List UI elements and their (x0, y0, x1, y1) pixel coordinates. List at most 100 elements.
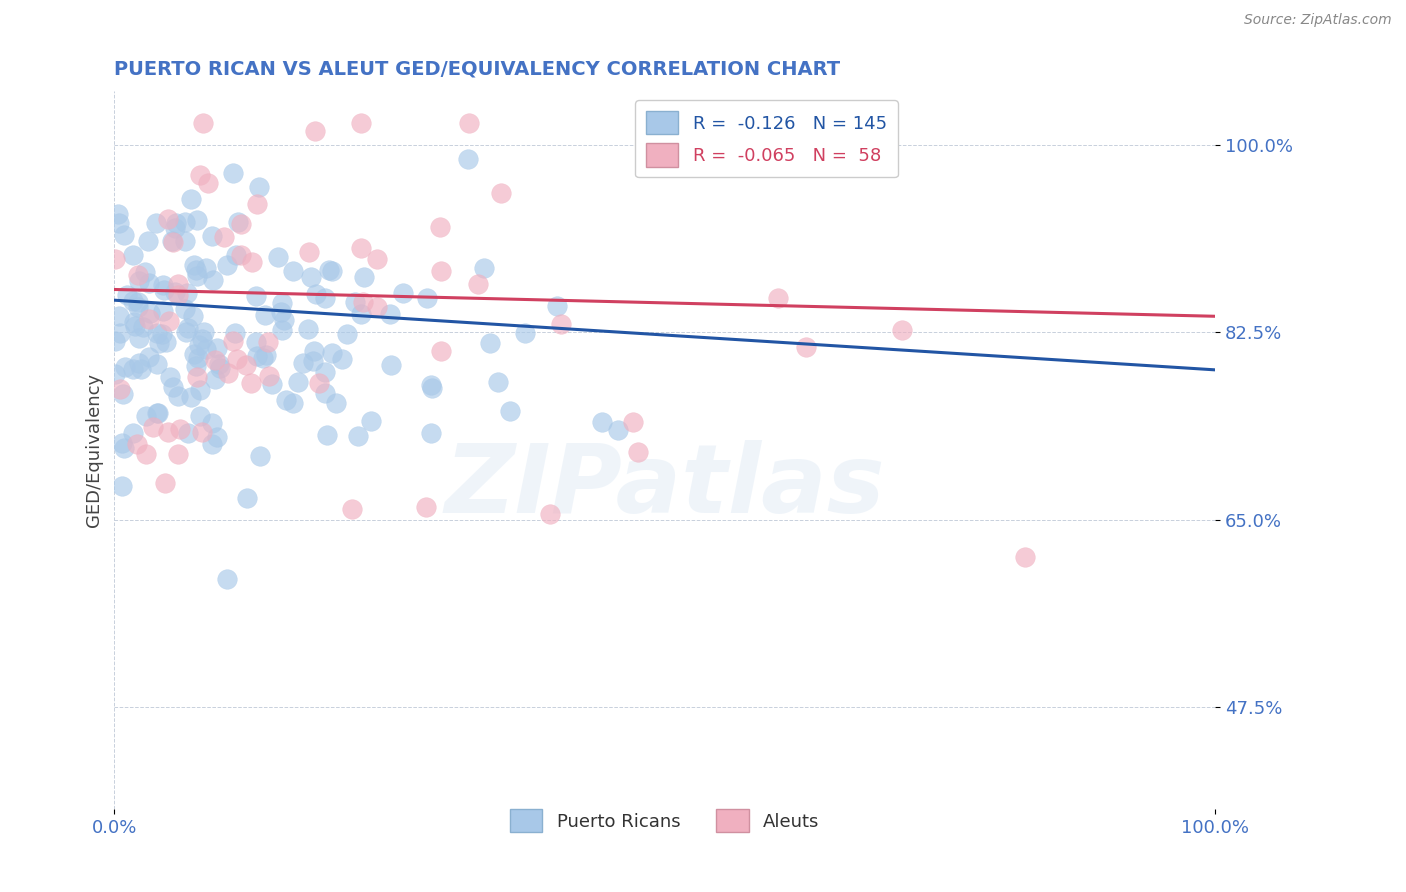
Point (184, 359, 207, 373)
Point (489, 186, 512, 201)
Point (304, 124, 326, 138)
Point (155, 335, 177, 350)
Point (222, 166, 245, 180)
Point (217, 366, 239, 380)
Point (104, 367, 127, 381)
Point (191, 116, 214, 130)
Point (336, 327, 359, 342)
Point (314, 386, 336, 401)
Point (142, 419, 165, 434)
Point (391, 285, 413, 300)
Point (302, 354, 325, 368)
Point (157, 314, 180, 328)
Point (766, 292, 789, 306)
Point (201, 273, 224, 287)
Point (177, 320, 200, 334)
Point (193, 325, 215, 339)
Point (430, 343, 453, 358)
Point (623, 415, 645, 429)
Point (350, 307, 373, 321)
Point (340, 502, 363, 516)
Point (194, 342, 217, 356)
Point (538, 507, 561, 521)
Point (276, 392, 298, 407)
Point (257, 369, 280, 384)
Point (115, 288, 138, 302)
Point (318, 263, 340, 277)
Point (122, 248, 145, 262)
Point (187, 338, 209, 352)
Point (128, 356, 150, 370)
Point (139, 305, 162, 319)
Point (127, 268, 149, 282)
Point (217, 572, 239, 586)
Point (135, 447, 157, 461)
Point (180, 192, 202, 206)
Point (257, 334, 280, 349)
Point (152, 304, 174, 318)
Point (162, 380, 184, 394)
Point (253, 308, 276, 322)
Point (890, 323, 912, 337)
Point (546, 299, 568, 313)
Point (205, 341, 228, 355)
Point (108, 326, 131, 341)
Point (108, 216, 131, 230)
Point (184, 263, 207, 277)
Point (378, 307, 401, 321)
Point (283, 264, 305, 278)
Point (186, 370, 208, 384)
Point (188, 168, 211, 182)
Point (215, 259, 238, 273)
Point (107, 207, 129, 221)
Point (254, 348, 277, 362)
Point (247, 179, 270, 194)
Point (297, 322, 319, 336)
Point (160, 234, 183, 248)
Point (246, 197, 269, 211)
Point (146, 407, 169, 421)
Point (165, 285, 187, 299)
Point (225, 351, 247, 366)
Point (591, 415, 613, 429)
Point (201, 229, 224, 244)
Point (325, 395, 347, 409)
Point (129, 362, 152, 376)
Point (260, 376, 283, 391)
Point (212, 229, 235, 244)
Point (430, 264, 453, 278)
Point (1014, 550, 1036, 565)
Point (112, 227, 135, 242)
Point (239, 376, 262, 390)
Point (183, 347, 205, 361)
Legend: Puerto Ricans, Aleuts: Puerto Ricans, Aleuts (499, 798, 831, 843)
Point (124, 318, 146, 333)
Point (138, 312, 160, 326)
Point (153, 475, 176, 490)
Point (478, 336, 501, 351)
Point (235, 359, 257, 373)
Point (204, 352, 226, 367)
Point (627, 444, 650, 458)
Point (415, 500, 437, 514)
Point (316, 428, 339, 442)
Point (208, 361, 231, 376)
Point (486, 375, 509, 389)
Point (346, 429, 368, 443)
Point (186, 213, 208, 227)
Point (167, 277, 190, 291)
Point (252, 351, 274, 366)
Point (229, 248, 252, 262)
Point (366, 252, 388, 266)
Point (176, 325, 198, 339)
Point (308, 376, 330, 390)
Y-axis label: GED/Equivalency: GED/Equivalency (86, 373, 103, 527)
Point (150, 327, 173, 342)
Point (187, 351, 209, 366)
Point (112, 441, 135, 455)
Point (191, 425, 214, 439)
Point (145, 326, 167, 341)
Point (153, 283, 176, 297)
Point (273, 313, 295, 327)
Point (416, 291, 439, 305)
